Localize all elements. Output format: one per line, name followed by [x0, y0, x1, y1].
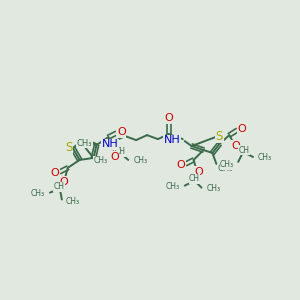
Text: O: O	[238, 124, 247, 134]
Text: O: O	[50, 168, 59, 178]
Text: O: O	[176, 160, 185, 170]
Text: NH: NH	[164, 135, 181, 145]
Text: CH₃: CH₃	[220, 160, 234, 169]
Text: CH: CH	[115, 148, 126, 157]
Text: CH₃: CH₃	[166, 182, 180, 191]
Text: O: O	[110, 152, 119, 162]
Text: CH: CH	[238, 146, 250, 154]
Text: CH₃: CH₃	[93, 156, 107, 165]
Text: S: S	[65, 140, 72, 154]
Text: CH₃: CH₃	[258, 153, 272, 162]
Text: CH₃: CH₃	[31, 189, 45, 198]
Text: CH₃: CH₃	[77, 139, 92, 148]
Text: O: O	[117, 127, 126, 137]
Text: CH: CH	[189, 174, 200, 183]
Text: S: S	[216, 130, 223, 142]
Text: O: O	[110, 143, 119, 153]
Text: CH₃: CH₃	[66, 197, 80, 206]
Text: O: O	[59, 177, 68, 187]
Text: CH: CH	[53, 182, 64, 191]
Text: O: O	[194, 167, 203, 177]
Text: NH: NH	[101, 139, 118, 149]
Text: CH₃: CH₃	[218, 164, 233, 173]
Text: O: O	[164, 113, 173, 123]
Text: O: O	[232, 141, 241, 151]
Text: CH₃: CH₃	[133, 156, 147, 165]
Text: CH₃: CH₃	[206, 184, 220, 193]
